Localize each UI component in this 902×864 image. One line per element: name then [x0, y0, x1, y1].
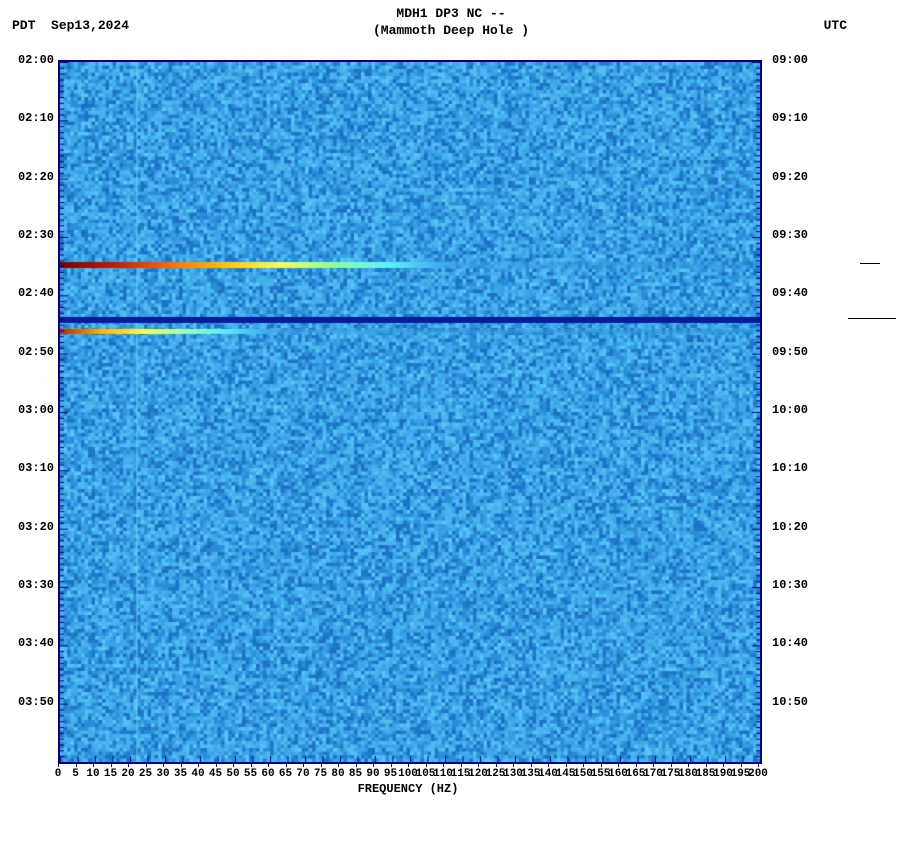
x-label: 10	[86, 768, 99, 780]
y-left-label: 03:40	[18, 636, 54, 650]
spectrogram-plot	[58, 60, 762, 764]
x-label: 50	[226, 768, 239, 780]
x-tick	[636, 762, 637, 767]
x-tick	[653, 762, 654, 767]
x-label: 80	[331, 768, 344, 780]
x-tick	[583, 762, 584, 767]
x-tick	[338, 762, 339, 767]
x-tick	[758, 762, 759, 767]
y-left-label: 03:50	[18, 695, 54, 709]
x-tick	[461, 762, 462, 767]
x-tick	[671, 762, 672, 767]
y-left-label: 02:50	[18, 345, 54, 359]
y-left-label: 03:00	[18, 403, 54, 417]
y-left-label: 02:40	[18, 286, 54, 300]
x-tick	[181, 762, 182, 767]
y-right-label: 10:10	[772, 461, 808, 475]
y-right-label: 09:50	[772, 345, 808, 359]
event-mark	[848, 318, 896, 319]
y-right-label: 09:00	[772, 53, 808, 67]
y-right-label: 09:40	[772, 286, 808, 300]
y-right-label: 10:20	[772, 520, 808, 534]
x-tick	[548, 762, 549, 767]
x-label: 90	[366, 768, 379, 780]
x-label: 15	[104, 768, 117, 780]
x-tick	[216, 762, 217, 767]
y-right-label: 10:00	[772, 403, 808, 417]
y-right-label: 10:50	[772, 695, 808, 709]
y-left-label: 03:10	[18, 461, 54, 475]
x-tick	[496, 762, 497, 767]
x-label: 65	[279, 768, 292, 780]
y-right-label: 10:40	[772, 636, 808, 650]
y-right-label: 09:20	[772, 170, 808, 184]
x-tick	[198, 762, 199, 767]
x-label: 25	[139, 768, 152, 780]
x-tick	[566, 762, 567, 767]
x-tick	[531, 762, 532, 767]
x-tick	[723, 762, 724, 767]
x-label: 75	[314, 768, 327, 780]
x-tick	[58, 762, 59, 767]
x-label: 55	[244, 768, 257, 780]
x-axis-title: FREQUENCY (HZ)	[58, 782, 758, 796]
spectrogram-canvas	[60, 62, 760, 762]
y-left-label: 03:30	[18, 578, 54, 592]
tz-right-label: UTC	[824, 18, 847, 33]
x-tick	[76, 762, 77, 767]
x-tick	[478, 762, 479, 767]
x-tick	[443, 762, 444, 767]
x-label: 70	[296, 768, 309, 780]
header-center: MDH1 DP3 NC -- (Mammoth Deep Hole )	[0, 6, 902, 38]
x-label: 40	[191, 768, 204, 780]
y-left-label: 02:20	[18, 170, 54, 184]
x-tick	[321, 762, 322, 767]
x-tick	[163, 762, 164, 767]
title-line2: (Mammoth Deep Hole )	[0, 23, 902, 38]
x-label: 20	[121, 768, 134, 780]
y-left-label: 02:10	[18, 111, 54, 125]
y-right-label: 09:10	[772, 111, 808, 125]
y-left-label: 02:00	[18, 53, 54, 67]
x-tick	[426, 762, 427, 767]
x-label: 60	[261, 768, 274, 780]
x-tick	[111, 762, 112, 767]
x-tick	[391, 762, 392, 767]
y-axis-right: 09:0009:1009:2009:3009:4009:5010:0010:10…	[760, 60, 820, 760]
x-tick	[251, 762, 252, 767]
x-tick	[356, 762, 357, 767]
y-right-label: 10:30	[772, 578, 808, 592]
x-tick	[513, 762, 514, 767]
x-label: 30	[156, 768, 169, 780]
x-label: 85	[349, 768, 362, 780]
x-tick	[706, 762, 707, 767]
y-axis-left: 02:0002:1002:2002:3002:4002:5003:0003:10…	[0, 60, 58, 760]
y-left-label: 03:20	[18, 520, 54, 534]
x-tick	[128, 762, 129, 767]
title-line1: MDH1 DP3 NC --	[0, 6, 902, 21]
x-label: 45	[209, 768, 222, 780]
x-tick	[688, 762, 689, 767]
event-mark	[860, 263, 880, 264]
x-tick	[373, 762, 374, 767]
x-tick	[286, 762, 287, 767]
x-tick	[741, 762, 742, 767]
x-tick	[233, 762, 234, 767]
x-label: 0	[55, 768, 62, 780]
x-tick	[146, 762, 147, 767]
x-label: 5	[72, 768, 79, 780]
y-right-label: 09:30	[772, 228, 808, 242]
x-tick	[408, 762, 409, 767]
x-tick	[303, 762, 304, 767]
y-left-label: 02:30	[18, 228, 54, 242]
x-tick	[268, 762, 269, 767]
x-tick	[93, 762, 94, 767]
x-label: 95	[384, 768, 397, 780]
x-tick	[618, 762, 619, 767]
x-tick	[601, 762, 602, 767]
x-label: 200	[748, 768, 768, 780]
x-label: 35	[174, 768, 187, 780]
